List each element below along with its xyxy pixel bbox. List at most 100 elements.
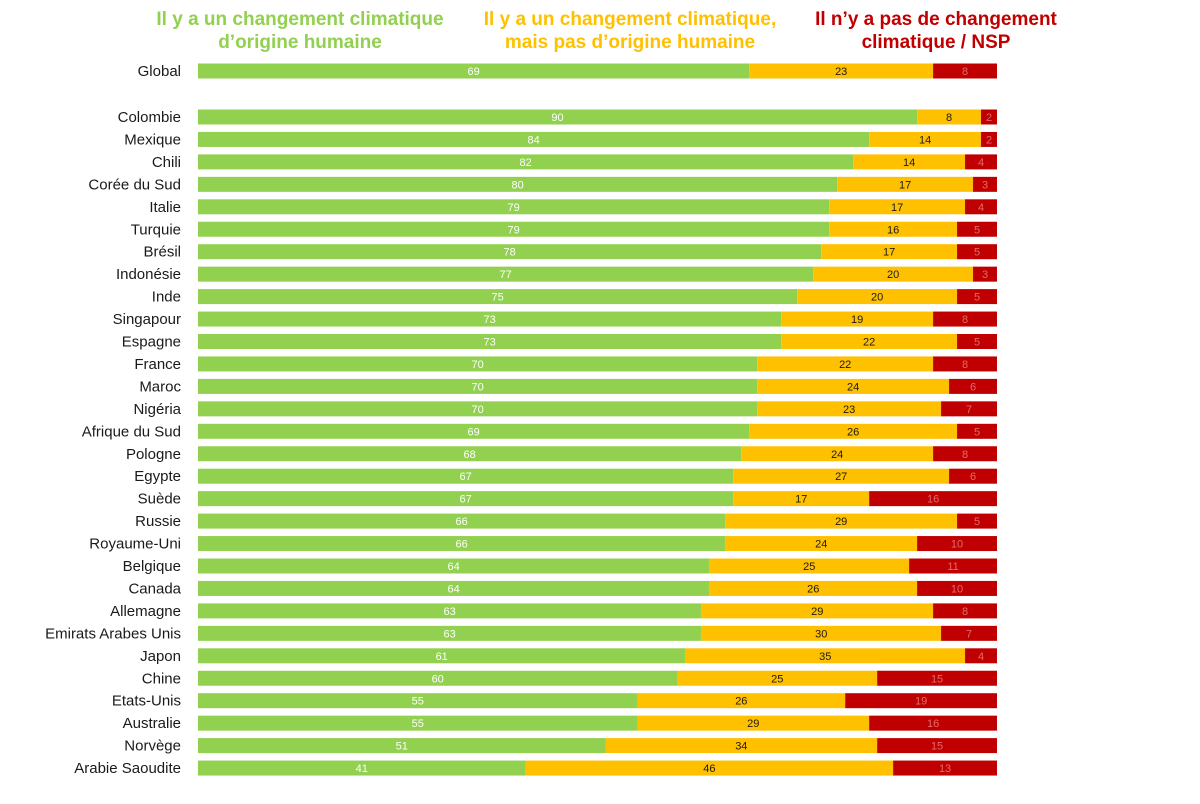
bar-nonhuman-canada [709, 580, 918, 596]
category-label-arabie-saoudite: Arabie Saoudite [74, 760, 181, 777]
bar-nonhuman-global [749, 63, 934, 79]
bar-nonhuman-indonesie [813, 266, 974, 282]
bar-human-turquie [198, 221, 830, 237]
value-label-human-etats-unis: 55 [412, 696, 424, 708]
bar-human-etats-unis [198, 693, 638, 709]
value-label-nonhuman-etats-unis: 26 [735, 696, 747, 708]
bar-human-pologne [198, 446, 742, 462]
bar-none-coree-du-sud [973, 176, 997, 192]
value-label-none-inde: 5 [974, 292, 980, 304]
bar-human-bresil [198, 244, 822, 260]
value-label-none-global: 8 [962, 66, 968, 78]
value-label-none-bresil: 5 [974, 247, 980, 259]
value-label-nonhuman-egypte: 27 [835, 471, 847, 483]
category-label-russie: Russie [135, 513, 181, 530]
value-label-nonhuman-australie: 29 [747, 718, 759, 730]
value-label-human-japon: 61 [436, 651, 448, 663]
bar-none-emirats-arabes-unis [941, 625, 997, 641]
value-label-nonhuman-japon: 35 [819, 651, 831, 663]
bar-none-allemagne [933, 603, 997, 619]
value-label-none-espagne: 5 [974, 337, 980, 349]
bar-human-singapour [198, 311, 782, 327]
value-label-nonhuman-colombie: 8 [946, 112, 952, 124]
value-label-none-allemagne: 8 [962, 606, 968, 618]
bar-nonhuman-japon [685, 648, 966, 664]
category-label-allemagne: Allemagne [110, 603, 181, 620]
category-label-suede: Suède [138, 491, 181, 508]
value-label-human-allemagne: 63 [444, 606, 456, 618]
value-label-nonhuman-france: 22 [839, 359, 851, 371]
value-label-nonhuman-maroc: 24 [847, 381, 859, 393]
bar-nonhuman-france [757, 356, 934, 372]
value-label-none-suede: 16 [927, 494, 939, 506]
category-label-espagne: Espagne [122, 334, 181, 351]
bar-human-norvege [198, 738, 606, 754]
bar-human-maroc [198, 378, 758, 394]
bar-nonhuman-egypte [733, 468, 950, 484]
category-label-nigeria: Nigéria [133, 401, 181, 418]
bar-human-suede [198, 491, 734, 507]
bar-nonhuman-colombie [917, 109, 982, 125]
category-label-colombie: Colombie [118, 109, 181, 126]
bar-none-mexique [981, 131, 997, 147]
bar-nonhuman-emirats-arabes-unis [701, 625, 942, 641]
bar-nonhuman-suede [733, 491, 870, 507]
bar-human-italie [198, 199, 830, 215]
value-label-none-turquie: 5 [974, 224, 980, 236]
value-label-human-mexique: 84 [527, 134, 539, 146]
category-label-norvege: Norvège [124, 738, 181, 755]
value-label-nonhuman-inde: 20 [871, 292, 883, 304]
value-label-human-chili: 82 [519, 157, 531, 169]
bar-human-france [198, 356, 758, 372]
category-label-japon: Japon [140, 648, 181, 665]
value-label-nonhuman-chine: 25 [771, 673, 783, 685]
bar-nonhuman-chili [853, 154, 966, 170]
bar-nonhuman-italie [829, 199, 966, 215]
bar-human-espagne [198, 334, 782, 349]
value-label-human-coree-du-sud: 80 [511, 179, 523, 191]
bar-none-suede [869, 491, 997, 507]
bar-nonhuman-bresil [821, 244, 958, 260]
value-label-none-pologne: 8 [962, 449, 968, 461]
bar-none-canada [917, 580, 997, 596]
bar-none-bresil [957, 244, 997, 260]
bar-none-colombie [981, 109, 997, 125]
value-label-human-emirats-arabes-unis: 63 [444, 628, 456, 640]
value-label-human-singapour: 73 [484, 314, 496, 326]
category-label-royaume-uni: Royaume-Uni [89, 536, 181, 553]
category-label-turquie: Turquie [131, 221, 181, 238]
value-label-none-australie: 16 [927, 718, 939, 730]
bar-human-canada [198, 580, 710, 596]
category-label-afrique-du-sud: Afrique du Sud [82, 423, 181, 440]
bar-human-belgique [198, 558, 710, 574]
value-label-none-coree-du-sud: 3 [982, 179, 988, 191]
value-label-none-indonesie: 3 [982, 269, 988, 281]
bar-human-arabie-saoudite [198, 760, 526, 776]
bar-none-global [933, 63, 997, 79]
bar-nonhuman-chine [677, 670, 878, 686]
bar-human-japon [198, 648, 686, 664]
bar-human-inde [198, 289, 798, 305]
bar-none-espagne [957, 334, 997, 349]
value-label-none-japon: 4 [978, 651, 984, 663]
value-label-nonhuman-turquie: 16 [887, 224, 899, 236]
bar-none-france [933, 356, 997, 372]
value-label-nonhuman-indonesie: 20 [887, 269, 899, 281]
bar-human-nigeria [198, 401, 758, 417]
value-label-none-norvege: 15 [931, 741, 943, 753]
bar-none-italie [965, 199, 997, 215]
bar-none-belgique [909, 558, 997, 574]
bar-human-coree-du-sud [198, 176, 838, 192]
bar-nonhuman-inde [797, 289, 958, 305]
bar-nonhuman-coree-du-sud [837, 176, 974, 192]
value-label-none-chili: 4 [978, 157, 984, 169]
bar-none-russie [957, 513, 997, 529]
value-label-none-etats-unis: 19 [915, 696, 927, 708]
bar-none-afrique-du-sud [957, 423, 997, 439]
legend-none-line-1: Il n’y a pas de changement [815, 9, 1057, 30]
value-label-nonhuman-canada: 26 [807, 583, 819, 595]
value-label-none-canada: 10 [951, 583, 963, 595]
value-label-human-france: 70 [472, 359, 484, 371]
category-label-italie: Italie [149, 199, 181, 216]
bar-nonhuman-singapour [781, 311, 934, 327]
